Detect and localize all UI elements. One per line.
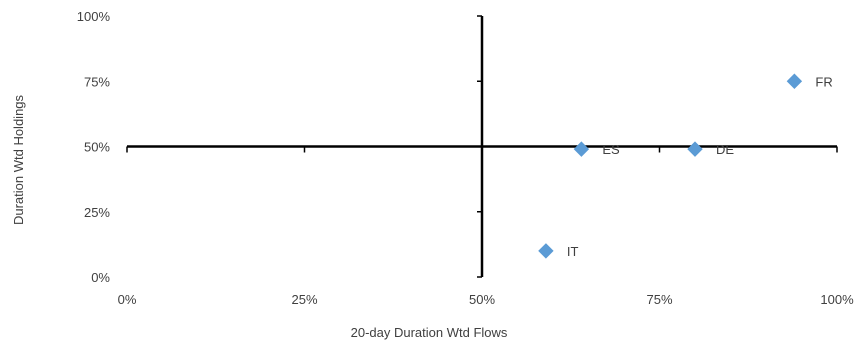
y-axis-title: Duration Wtd Holdings <box>11 94 26 225</box>
x-tick-label: 100% <box>820 292 854 307</box>
data-point-fr <box>786 73 803 89</box>
x-tick-label: 0% <box>118 292 137 307</box>
x-axis-title: 20-day Duration Wtd Flows <box>351 325 508 340</box>
y-tick-label: 25% <box>84 205 110 220</box>
data-label-de: DE <box>716 142 734 157</box>
y-tick-label: 0% <box>91 270 110 285</box>
x-axis-ticks: 0% 25% 50% 75% 100% <box>118 146 854 307</box>
x-tick-label: 75% <box>646 292 672 307</box>
y-tick-label: 75% <box>84 74 110 89</box>
data-points: FR ES DE IT <box>538 73 833 259</box>
x-tick-label: 50% <box>469 292 495 307</box>
data-label-es: ES <box>602 142 620 157</box>
y-tick-label: 50% <box>84 140 110 155</box>
data-point-de <box>687 141 703 157</box>
data-point-es <box>573 141 590 157</box>
x-tick-label: 25% <box>291 292 317 307</box>
data-label-it: IT <box>567 244 579 259</box>
y-tick-label: 100% <box>77 9 111 24</box>
y-axis-ticks: 0% 25% 50% 75% 100% <box>77 9 482 285</box>
data-point-it <box>538 243 554 259</box>
data-label-fr: FR <box>815 74 832 89</box>
